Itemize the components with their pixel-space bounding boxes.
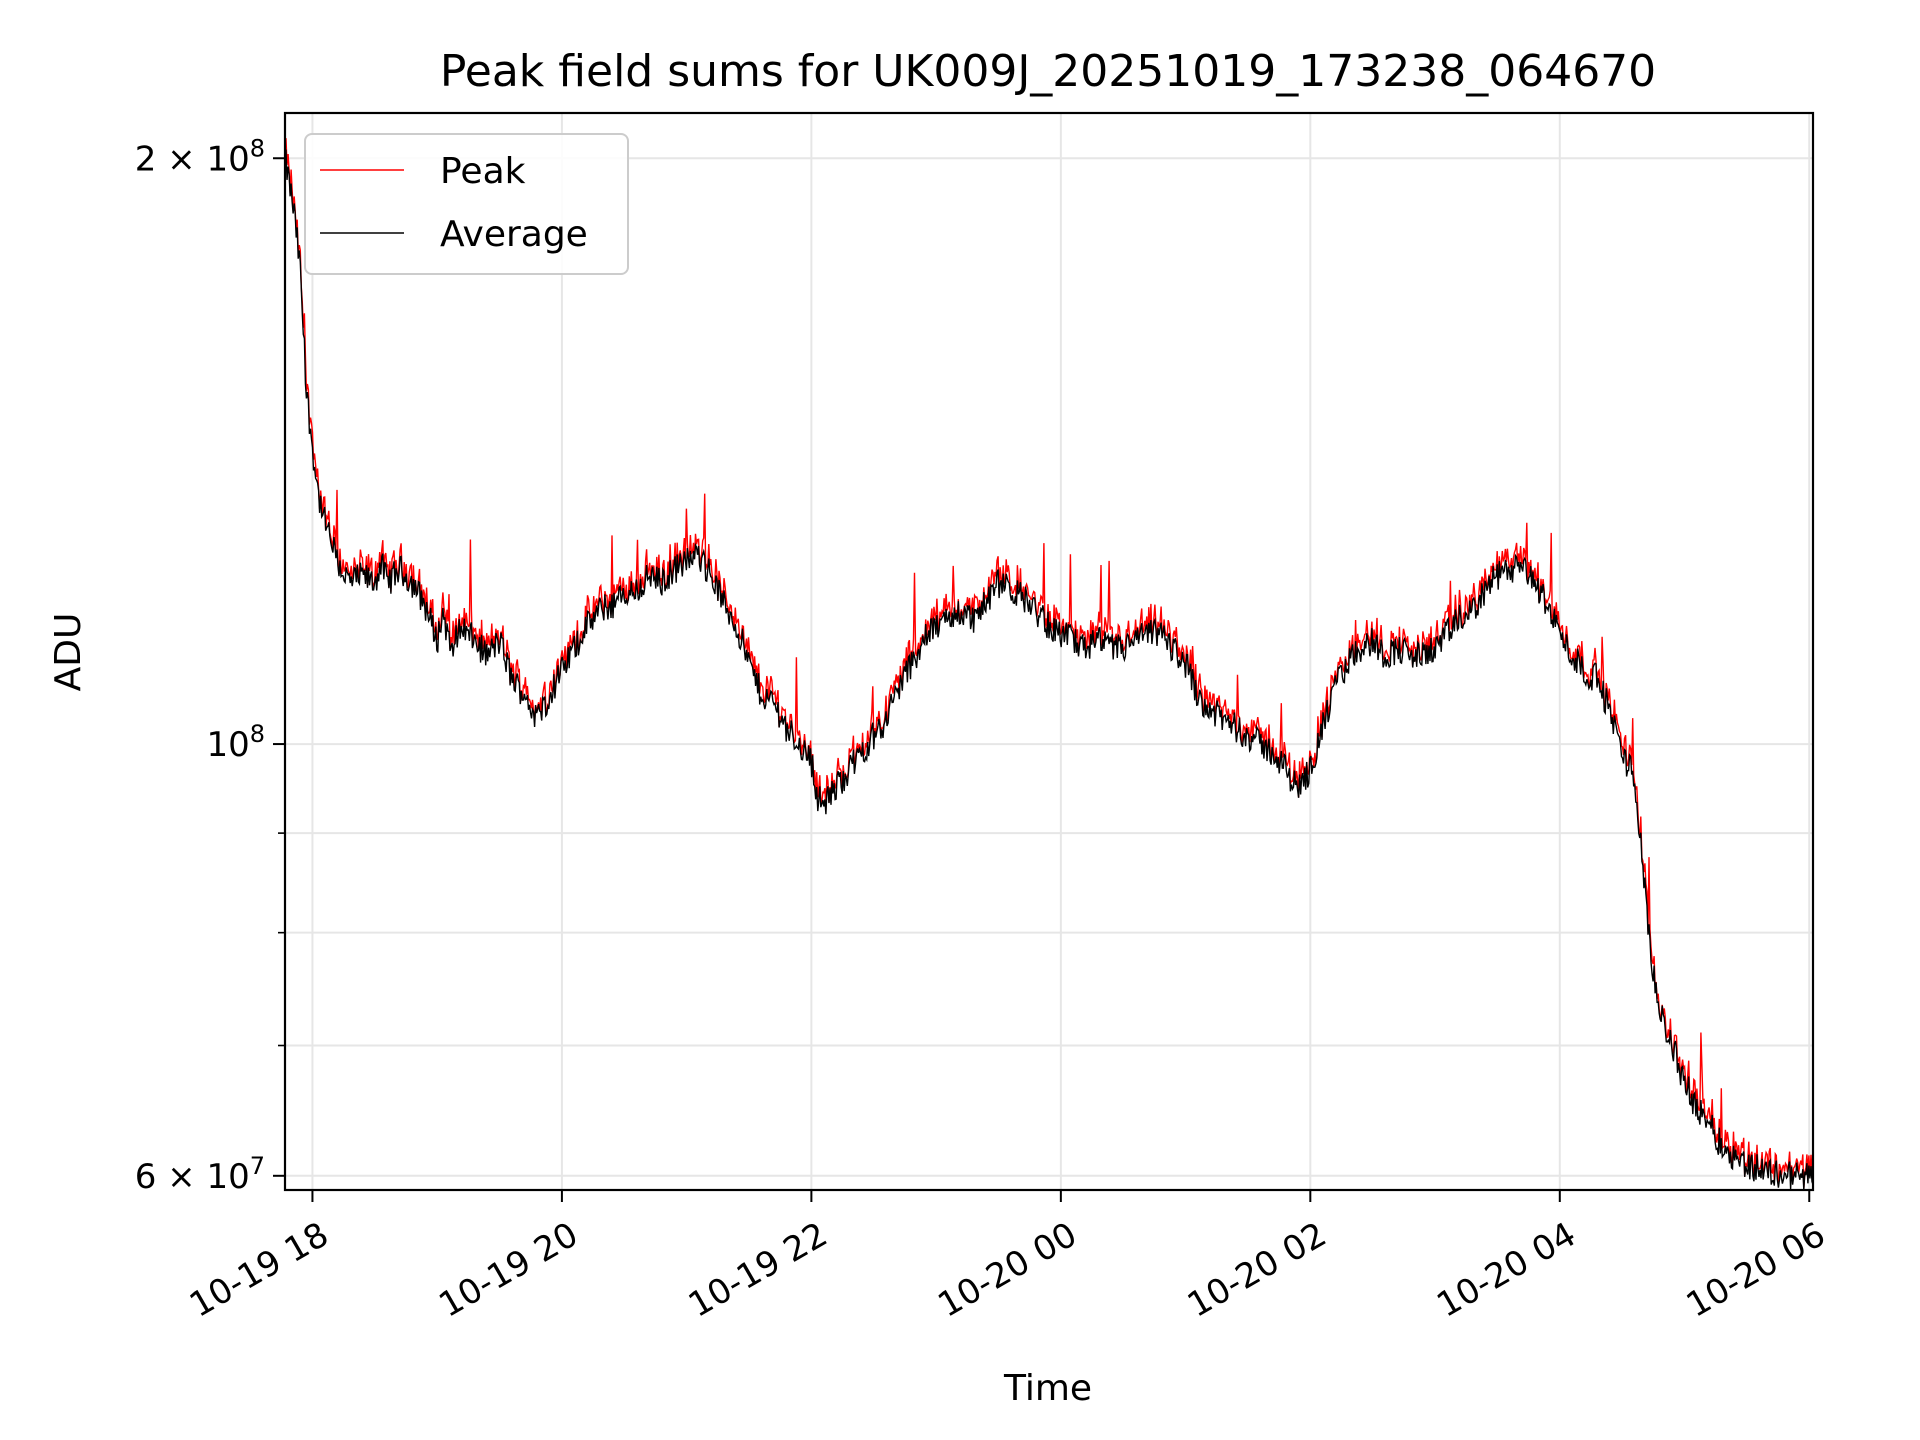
legend: Peak Average <box>304 133 629 275</box>
y-tick-label: 108 <box>206 720 265 765</box>
legend-label-average: Average <box>440 214 588 255</box>
legend-label-peak: Peak <box>440 151 526 192</box>
y-tick-label: 2 × 108 <box>135 134 265 179</box>
x-axis-label: Time <box>1003 1368 1092 1409</box>
series-line-average <box>285 149 1813 1190</box>
chart-title: Peak field sums for UK009J_20251019_1732… <box>440 46 1656 97</box>
plot-series <box>285 138 1813 1190</box>
y-axis-label: ADU <box>48 613 89 692</box>
y-tick-label: 6 × 107 <box>135 1152 265 1197</box>
legend-box <box>304 133 629 275</box>
plot-frame <box>283 111 1815 1192</box>
y-axis-ticks: 6 × 107 108 2 × 108 <box>135 134 285 1197</box>
